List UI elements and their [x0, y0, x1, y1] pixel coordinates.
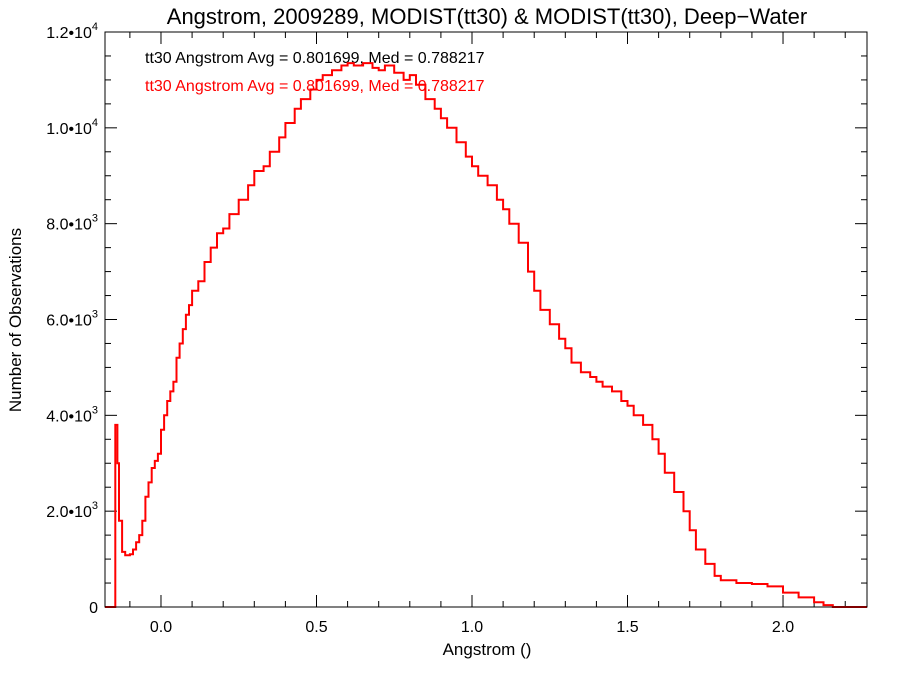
histogram-series-line [105, 62, 867, 608]
plot-frame [104, 31, 868, 608]
x-tick-label: 0.0 [150, 619, 172, 636]
y-tick-label: 6.0•103 [46, 309, 98, 330]
y-axis-label: Number of Observations [6, 228, 25, 412]
x-tick-label: 2.0 [772, 619, 794, 636]
ticks-layer: 0.0 0.5 1.0 1.5 2.0 0 2.0•103 4.0•103 6.0•103 8.0… [46, 21, 867, 636]
annotation-black: tt30 Angstrom Avg = 0.801699, Med = 0.78… [145, 50, 485, 67]
x-axis-label: Angstrom () [443, 640, 532, 659]
x-tick-label: 1.5 [616, 619, 638, 636]
y-tick-label: 0 [89, 600, 98, 617]
y-tick-label: 1.0•104 [46, 117, 98, 138]
chart-title: Angstrom, 2009289, MODIST(tt30) & MODIST… [167, 4, 807, 29]
y-tick-label: 4.0•103 [46, 404, 98, 425]
y-tick-label: 2.0•103 [46, 500, 98, 521]
y-tick-label: 8.0•103 [46, 213, 98, 234]
x-tick-label: 1.0 [461, 619, 483, 636]
annotation-red: tt30 Angstrom Avg = 0.801699, Med = 0.78… [145, 78, 485, 95]
x-tick-label: 0.5 [305, 619, 327, 636]
y-tick-label: 1.2•104 [46, 21, 98, 42]
